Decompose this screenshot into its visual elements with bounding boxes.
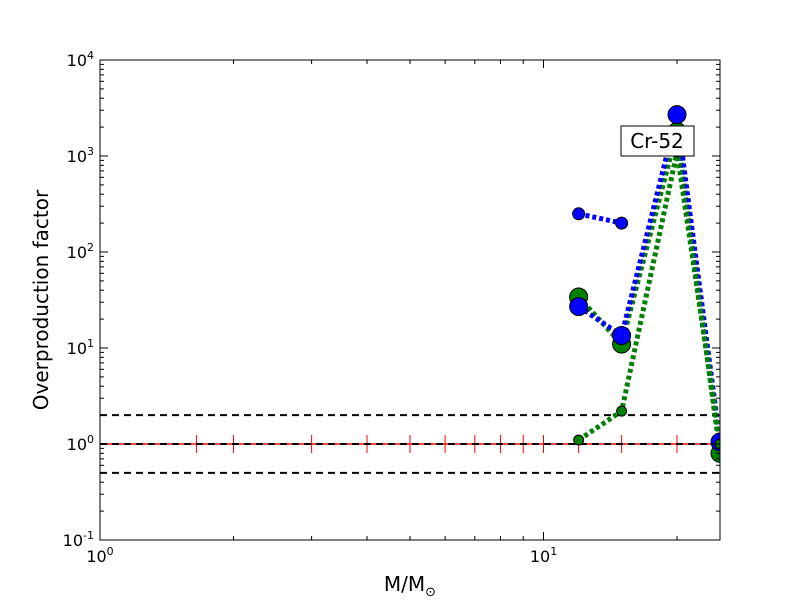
y-tick-base: 10 [67,51,87,70]
y-tick-label: 102 [67,241,94,262]
series-3-point [667,105,687,125]
series-3-line [577,113,720,443]
x-axis-label: M/M⊙ [384,572,436,600]
y-tick-exponent: 4 [87,49,94,62]
y-tick-exponent: 2 [87,241,94,254]
y-tick-base: 10 [67,147,87,166]
x-tick-base: 10 [86,547,106,566]
x-tick-exponent: 1 [550,545,557,558]
y-tick-base: 10 [63,531,83,550]
x-axis-label-text: M/M [384,572,425,596]
series-2-line [576,130,720,454]
series-1-point [615,216,629,230]
series-4-point [616,405,628,417]
series-1-line [578,211,623,226]
y-tick-base: 10 [67,435,87,454]
y-tick-exponent: 1 [87,337,94,350]
x-tick-label: 100 [86,545,113,566]
series-1-point [572,207,586,221]
y-tick-exponent: 3 [87,145,94,158]
x-tick-base: 10 [530,547,550,566]
annotation-frame [620,125,695,157]
series-3-point [612,325,632,345]
series-4-point [573,434,585,446]
y-tick-label: 10-1 [63,529,94,550]
x-tick-exponent: 0 [107,545,114,558]
y-tick-exponent: 0 [87,433,94,446]
y-tick-base: 10 [67,243,87,262]
annotation-label: Cr-52 [630,129,684,153]
y-tick-label: 103 [67,145,94,166]
x-axis-label-symbol: ⊙ [425,585,436,600]
y-axis-label: Overproduction factor [29,189,53,410]
y-tick-exponent: -1 [83,529,94,542]
y-tick-base: 10 [67,339,87,358]
y-tick-label: 100 [67,433,94,454]
y-tick-label: 104 [67,49,94,70]
x-tick-label: 101 [530,545,557,566]
series-4-line [577,151,720,445]
y-tick-label: 101 [67,337,94,358]
annotation-box: Cr-52 [620,125,695,157]
series-3-point [569,297,589,317]
